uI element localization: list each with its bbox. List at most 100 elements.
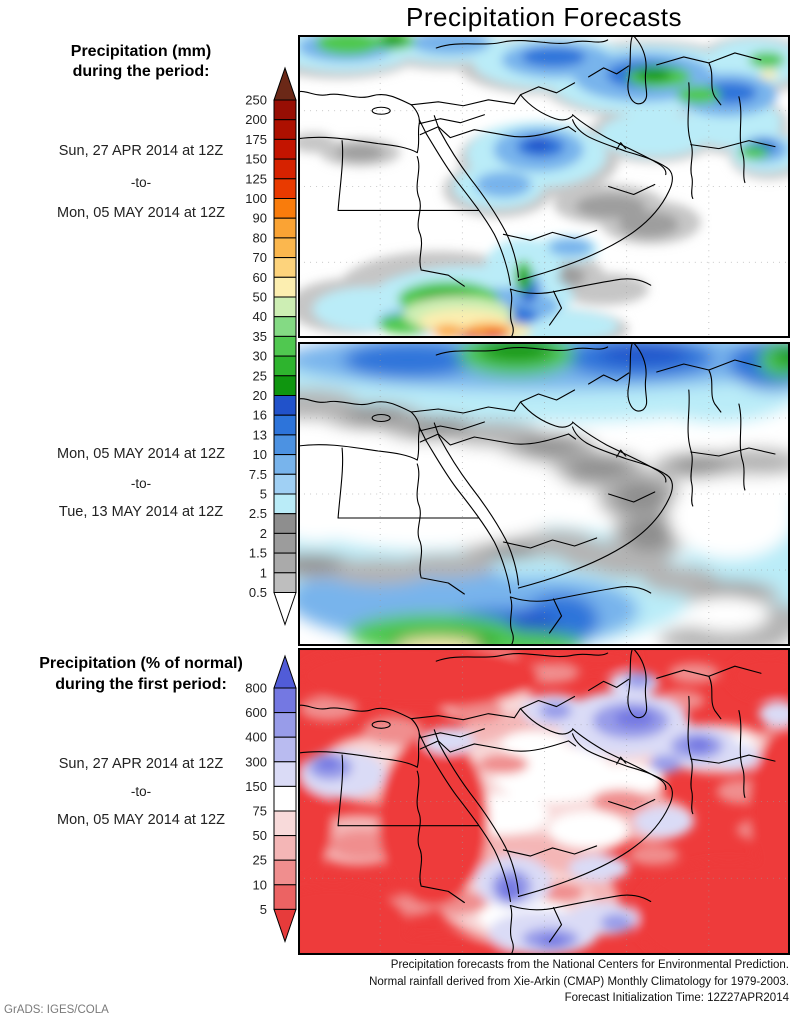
- colorbar-segment: [273, 884, 297, 910]
- colorbar-tick-label: 150: [245, 152, 267, 167]
- colorbar-segment: [273, 859, 297, 886]
- colorbar-tick-label: 5: [260, 487, 267, 502]
- colorbar-segment: [273, 119, 297, 140]
- colorbar-tick-label: 13: [253, 427, 267, 442]
- period1-dates: Sun, 27 APR 2014 at 12Z -to- Mon, 05 MAY…: [2, 136, 280, 229]
- colorbar-segment: [273, 513, 297, 534]
- colorbar-tick-label: 40: [253, 309, 267, 324]
- colorbar-tick-label: 0.5: [249, 585, 267, 600]
- colorbar-tick-label: 2: [260, 526, 267, 541]
- footer-line1: Precipitation forecasts from the Nationa…: [390, 959, 789, 971]
- section2-heading-line2: during the first period:: [55, 676, 227, 693]
- map2-frame: [298, 342, 790, 646]
- colorbar-segment: [273, 434, 297, 456]
- colorbar-tick-label: 600: [245, 705, 267, 720]
- period2-to: Tue, 13 MAY 2014 at 12Z: [58, 504, 224, 520]
- section2-heading-line1: Precipitation (% of normal): [39, 655, 243, 672]
- colorbar-tick-label: 250: [245, 93, 267, 108]
- colorbar-segment: [273, 178, 297, 200]
- colorbar-tick-label: 10: [253, 447, 267, 462]
- colorbar-segment: [273, 198, 297, 219]
- map3-frame: [298, 648, 790, 955]
- colorbar-segment: [273, 395, 297, 416]
- period3-dates: Sun, 27 APR 2014 at 12Z -to- Mon, 05 MAY…: [2, 750, 280, 834]
- colorbar-tick-label: 100: [245, 191, 267, 206]
- colorbar-segment: [273, 375, 297, 396]
- map1-precipitation-field: [298, 35, 790, 338]
- grads-credit: GrADS: IGES/COLA: [4, 1004, 109, 1016]
- colorbar-segment: [273, 493, 297, 515]
- colorbar-segment: [273, 532, 297, 554]
- colorbar-tick-label: 80: [253, 230, 267, 245]
- colorbar-tick-label: 1.5: [249, 546, 267, 561]
- colorbar-segment: [273, 835, 297, 861]
- colorbar-tick-label: 50: [253, 290, 267, 305]
- colorbar-arrow-top: [273, 654, 297, 689]
- footer-line2: Normal rainfall derived from Xie-Arkin (…: [369, 975, 789, 988]
- colorbar-tick-label: 300: [245, 754, 267, 769]
- colorbar-segment: [273, 257, 297, 278]
- period3-to: Mon, 05 MAY 2014 at 12Z: [57, 812, 225, 828]
- colorbar-tick-label: 200: [245, 112, 267, 127]
- colorbar-segment: [273, 712, 297, 738]
- colorbar-segment: [273, 335, 297, 357]
- map-panel-period2-precip-mm: [298, 342, 790, 646]
- period3-from: Sun, 27 APR 2014 at 12Z: [58, 756, 224, 772]
- colorbar-tick-label: 25: [253, 368, 267, 383]
- map-panel-percent-of-normal: [298, 648, 790, 955]
- map1-frame: [298, 35, 790, 338]
- colorbar-segment: [273, 296, 297, 318]
- colorbar-tick-label: 125: [245, 171, 267, 186]
- colorbar-tick-label: 35: [253, 329, 267, 344]
- page-title: Precipitation Forecasts: [406, 2, 682, 32]
- colorbar-tick-label: 75: [253, 804, 267, 819]
- map3-anomaly-field: [298, 648, 790, 955]
- colorbar-segment: [273, 810, 297, 837]
- colorbar-tick-label: 5: [260, 902, 267, 917]
- colorbar-tick-label: 175: [245, 132, 267, 147]
- colorbar-segment: [273, 316, 297, 337]
- colorbar-tick-label: 25: [253, 853, 267, 868]
- footer-line3: Forecast Initialization Time: 12Z27APR20…: [564, 992, 789, 1004]
- colorbar-tick-label: 7.5: [249, 467, 267, 482]
- colorbar-tick-label: 70: [253, 250, 267, 265]
- period2-dates: Mon, 05 MAY 2014 at 12Z -to- Tue, 13 MAY…: [2, 440, 280, 527]
- colorbar-segment: [273, 687, 297, 714]
- colorbar-segment: [273, 99, 297, 121]
- section1-heading: Precipitation (mm) during the period:: [2, 42, 280, 82]
- period3-separator: -to-: [130, 784, 152, 799]
- colorbar-tick-label: 30: [253, 349, 267, 364]
- period2-separator: -to-: [130, 476, 152, 491]
- section1-heading-line1: Precipitation (mm): [70, 43, 212, 60]
- colorbar-segment: [273, 158, 297, 180]
- period1-separator: -to-: [130, 175, 152, 190]
- colorbar-tick-label: 150: [245, 779, 267, 794]
- section2-heading: Precipitation (% of normal) during the f…: [2, 653, 280, 695]
- colorbar-percent-of-normal: 800 600 400 300 150 75 50 25 10 5: [245, 654, 297, 943]
- colorbar-segment: [273, 237, 297, 259]
- colorbar-arrow-bottom: [273, 592, 297, 627]
- colorbar-segment: [273, 736, 297, 763]
- colorbar-arrow-bottom: [273, 908, 297, 943]
- colorbar-tick-label: 10: [253, 877, 267, 892]
- colorbar-tick-label: 90: [253, 211, 267, 226]
- colorbar-segment: [273, 473, 297, 495]
- period1-from: Sun, 27 APR 2014 at 12Z: [58, 143, 224, 159]
- colorbar-segment: [273, 761, 297, 787]
- colorbar-segment: [273, 276, 297, 298]
- colorbar-segment: [273, 138, 297, 160]
- period1-to: Mon, 05 MAY 2014 at 12Z: [57, 205, 225, 221]
- footer-caption: Precipitation forecasts from the Nationa…: [229, 957, 789, 1007]
- colorbar-arrow-top: [273, 66, 297, 101]
- colorbar-tick-label: 2.5: [249, 506, 267, 521]
- colorbar-segment: [273, 572, 297, 593]
- colorbar-segment: [273, 454, 297, 475]
- colorbar-segment: [273, 217, 297, 239]
- colorbar-segment: [273, 552, 297, 574]
- colorbar-tick-label: 50: [253, 828, 267, 843]
- colorbar-tick-label: 800: [245, 681, 267, 696]
- colorbar-tick-label: 1: [260, 565, 267, 580]
- map2-precipitation-field: [298, 342, 790, 646]
- colorbar-precipitation-mm: 2502001751501251009080706050403530252016…: [245, 66, 297, 627]
